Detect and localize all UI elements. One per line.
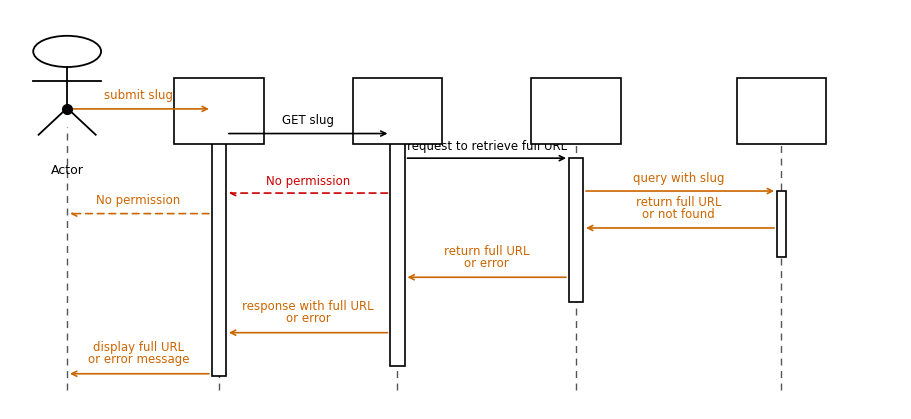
Text: submit slug: submit slug bbox=[104, 89, 173, 102]
Text: Web Browser: Web Browser bbox=[178, 104, 260, 117]
Text: or error: or error bbox=[286, 312, 331, 325]
Bar bbox=[353, 78, 442, 144]
Text: or error message: or error message bbox=[87, 353, 189, 366]
Text: return full URL: return full URL bbox=[444, 245, 529, 258]
Text: query with slug: query with slug bbox=[633, 172, 724, 185]
Text: display full URL: display full URL bbox=[93, 341, 184, 354]
Text: Actor: Actor bbox=[51, 164, 84, 177]
Text: GET slug: GET slug bbox=[282, 114, 334, 127]
Text: or error: or error bbox=[465, 257, 509, 270]
Bar bbox=[568, 158, 583, 302]
Bar bbox=[777, 191, 786, 257]
Text: response with full URL: response with full URL bbox=[242, 300, 374, 313]
Bar bbox=[531, 78, 620, 144]
Text: No permission: No permission bbox=[97, 194, 180, 207]
Bar bbox=[174, 78, 263, 144]
Text: No permission: No permission bbox=[266, 175, 351, 188]
Bar bbox=[737, 78, 826, 144]
Text: return full URL: return full URL bbox=[636, 196, 722, 209]
Bar bbox=[211, 109, 226, 376]
Text: request to retrieve full URL: request to retrieve full URL bbox=[406, 140, 567, 153]
Text: API gateway: API gateway bbox=[359, 104, 436, 117]
Text: or not found: or not found bbox=[642, 208, 715, 221]
Text: Database: Database bbox=[752, 104, 812, 117]
Text: Function: Function bbox=[549, 104, 602, 117]
Bar bbox=[390, 134, 404, 365]
